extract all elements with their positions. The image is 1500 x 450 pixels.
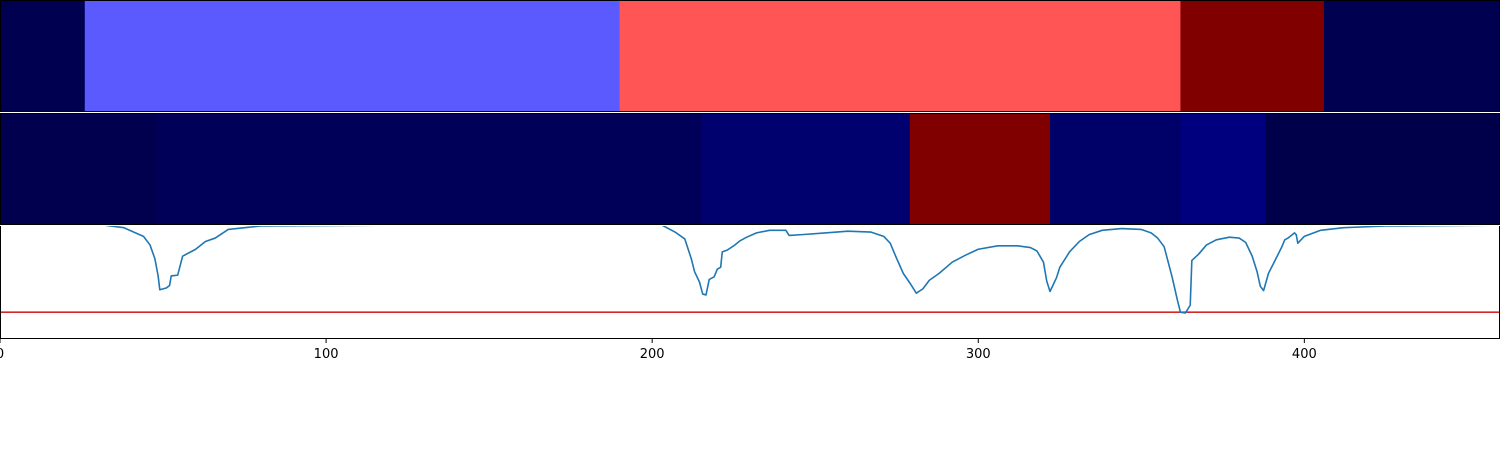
heatmap-strip-middle xyxy=(0,113,1500,225)
line-panel-background xyxy=(0,226,1500,338)
heat-middle-segment-2 xyxy=(156,113,702,225)
heat-middle-segment-6 xyxy=(1180,113,1266,225)
heat-top-segment-1 xyxy=(0,0,86,112)
heat-top-segment-4 xyxy=(1180,0,1325,112)
series-line-1 xyxy=(104,226,1493,314)
heat-middle-segment-5 xyxy=(1050,113,1181,225)
x-tick-label-300: 300 xyxy=(966,347,991,362)
line-plot-panel xyxy=(0,226,1500,339)
heat-top-segment-5 xyxy=(1323,0,1500,112)
x-tick-label-0: 0 xyxy=(0,347,4,362)
heat-top-segment-3 xyxy=(619,0,1181,112)
heat-top-segment-2 xyxy=(84,0,621,112)
x-tick-label-200: 200 xyxy=(640,347,665,362)
x-tick-label-100: 100 xyxy=(314,347,339,362)
heatmap-strip-top xyxy=(0,0,1500,112)
x-tick-label-400: 400 xyxy=(1292,347,1317,362)
heat-middle-segment-4 xyxy=(909,113,1051,225)
x-axis: 0 100 200 300 400 xyxy=(0,338,1317,362)
heat-middle-segment-7 xyxy=(1265,113,1500,225)
heat-middle-segment-3 xyxy=(701,113,911,225)
heat-middle-segment-1 xyxy=(0,113,158,225)
